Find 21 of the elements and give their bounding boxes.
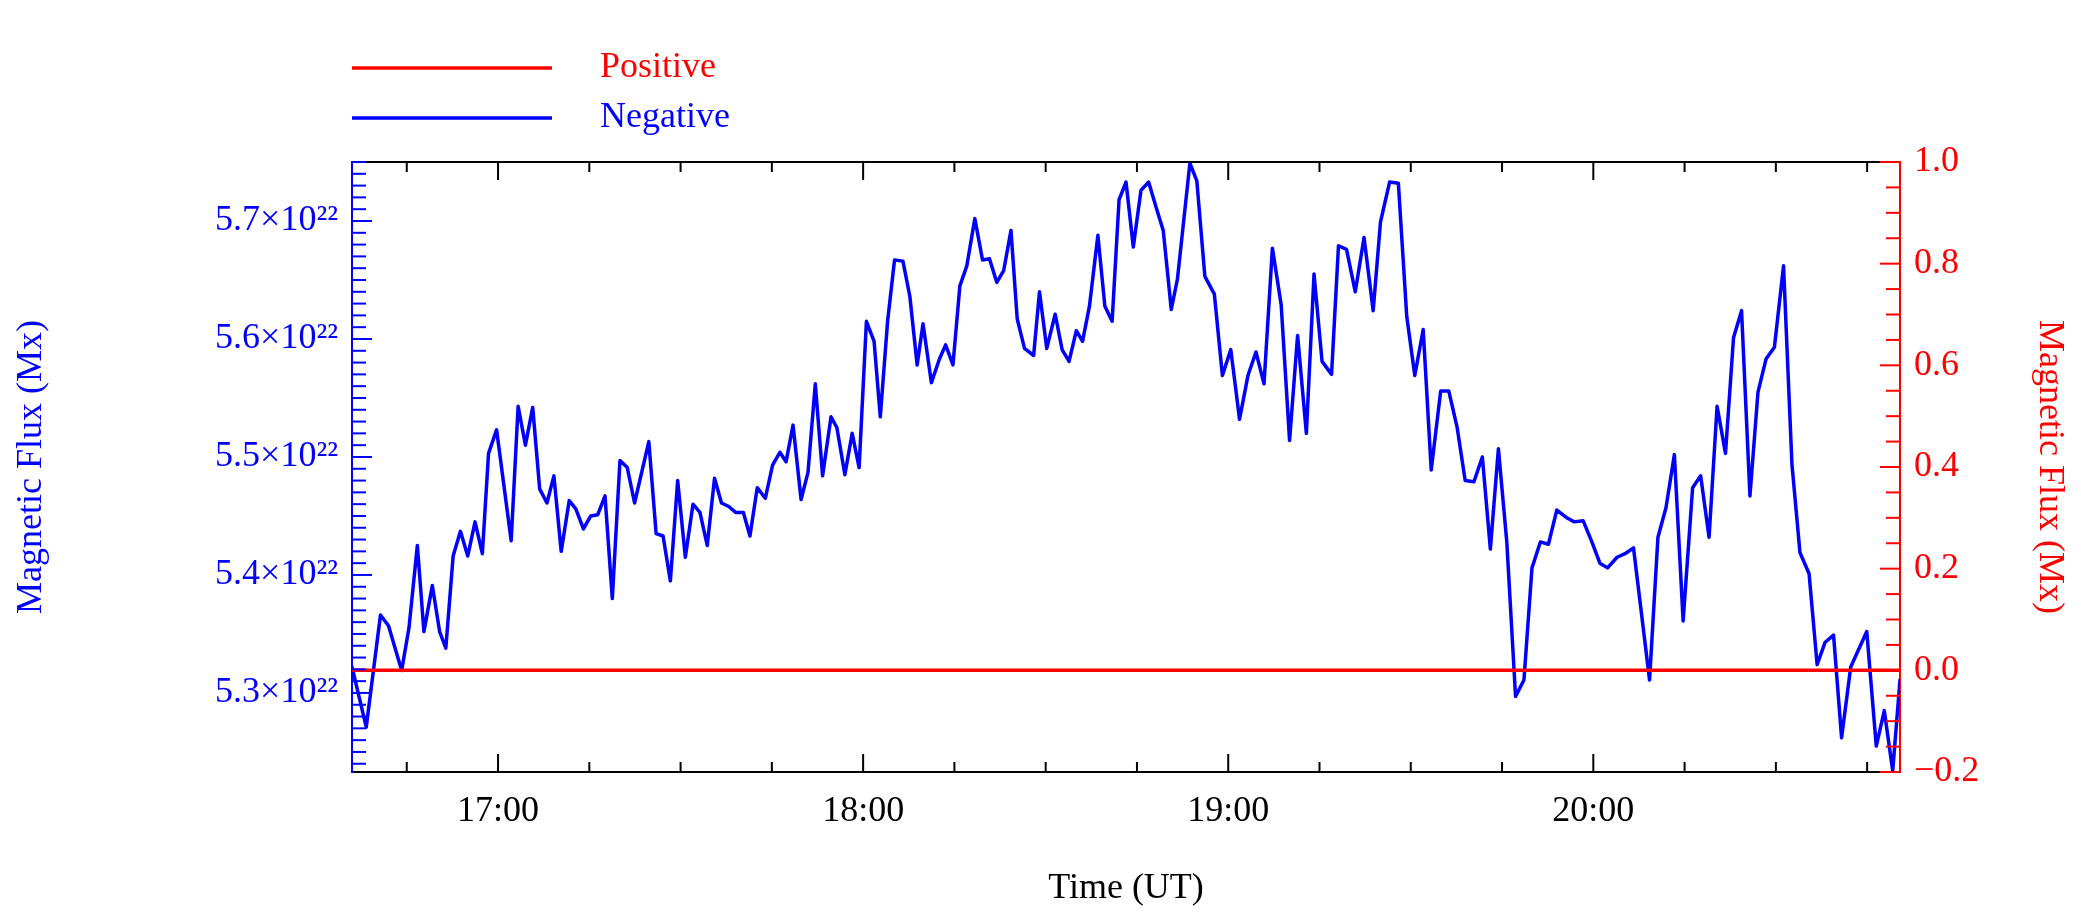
y2-tick-label: 0.0 <box>1914 647 1959 688</box>
y-tick-label: 5.5×10²² <box>215 434 338 475</box>
y2-tick-label: −0.2 <box>1914 749 1980 790</box>
y2-tick-label: 0.6 <box>1914 342 1959 383</box>
x-tick-label: 17:00 <box>457 789 540 830</box>
text: Positive <box>600 45 717 86</box>
y-tick-label: 5.4×10²² <box>215 552 338 593</box>
y2-tick-label: 0.8 <box>1914 241 1959 282</box>
text: Negative <box>600 95 730 136</box>
y2-tick-label: 0.4 <box>1914 444 1959 485</box>
y2-axis-title: Magnetic Flux (Mx) <box>2031 320 2072 614</box>
y-tick-label: 5.7×10²² <box>215 198 338 239</box>
x-axis-title: Time (UT) <box>1048 865 1204 906</box>
x-tick-label: 20:00 <box>1552 789 1635 830</box>
y-axis-title: Magnetic Flux (Mx) <box>9 320 50 614</box>
x-tick-label: 18:00 <box>822 789 905 830</box>
y-tick-label: 5.3×10²² <box>215 670 338 711</box>
y-tick-label: 5.6×10²² <box>215 316 338 357</box>
y2-tick-label: 0.2 <box>1914 546 1959 587</box>
x-tick-label: 19:00 <box>1187 789 1270 830</box>
y2-tick-label: 1.0 <box>1914 139 1959 180</box>
